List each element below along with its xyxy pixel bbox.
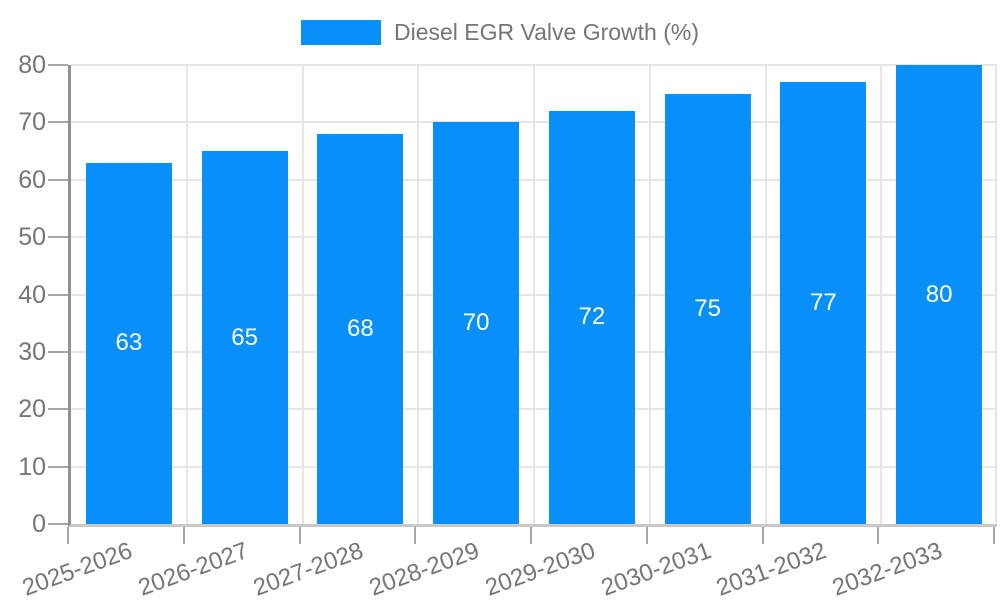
bar-value-label: 68 [347, 314, 374, 342]
bar-value-label: 70 [462, 309, 490, 337]
x-axis-tick [761, 527, 764, 544]
y-axis-tick [48, 523, 68, 525]
y-axis-tick [48, 293, 68, 296]
x-axis-tick [877, 527, 880, 544]
bar[interactable]: 77 [780, 82, 867, 524]
y-axis-tick-label: 20 [18, 395, 46, 424]
y-axis-tick-label: 40 [18, 280, 46, 309]
legend-swatch [300, 20, 381, 45]
x-axis-label: 2030-2031 [597, 537, 715, 600]
y-axis-tick-label: 50 [18, 223, 46, 252]
gridline-vertical [995, 65, 997, 524]
bar-value-label: 80 [925, 280, 953, 308]
gridline-vertical [533, 65, 535, 524]
bar-value-label: 63 [115, 329, 143, 357]
gridline-vertical [417, 65, 420, 524]
y-axis-tick [48, 64, 68, 66]
y-axis-tick [48, 236, 68, 239]
plot-area: 63 65 68 70 72 75 77 80 [68, 64, 997, 527]
x-axis-label: 2026-2027 [134, 537, 252, 600]
y-axis-tick [48, 178, 68, 181]
y-axis-tick-label: 10 [18, 452, 46, 481]
y-axis-tick-label: 80 [18, 51, 46, 79]
x-axis-tick [530, 527, 532, 544]
bar[interactable]: 65 [201, 151, 288, 524]
x-axis-label: 2027-2028 [250, 537, 368, 600]
x-axis-tick [645, 527, 648, 544]
bar-value-label: 65 [231, 323, 258, 351]
bar[interactable]: 68 [317, 133, 404, 524]
bar-value-label: 75 [694, 294, 721, 322]
bar[interactable]: 70 [433, 122, 520, 524]
x-axis-tick [993, 527, 995, 544]
x-axis-tick [182, 527, 185, 544]
gridline-vertical [880, 65, 883, 524]
x-axis-label: 2029-2030 [481, 537, 599, 600]
x-axis-label: 2032-2033 [828, 537, 947, 600]
bar-value-label: 72 [578, 303, 606, 331]
y-axis-tick [48, 408, 68, 411]
legend-label: Diesel EGR Valve Growth (%) [393, 19, 700, 45]
legend[interactable]: Diesel EGR Valve Growth (%) [0, 20, 1000, 45]
y-axis-tick-label: 0 [32, 510, 46, 538]
bar[interactable]: 80 [896, 65, 983, 524]
x-axis-tick [298, 527, 301, 544]
x-axis-label: 2031-2032 [713, 537, 831, 600]
y-axis-tick [48, 350, 68, 353]
y-axis-tick-label: 60 [18, 165, 46, 194]
y-axis-tick-label: 30 [18, 337, 46, 366]
gridline-vertical [185, 65, 188, 524]
gridline-vertical [648, 65, 651, 524]
bar[interactable]: 72 [548, 110, 635, 524]
bar[interactable]: 63 [85, 162, 172, 524]
bar-value-label: 77 [810, 289, 837, 317]
gridline-vertical [764, 65, 767, 524]
x-axis-label: 2028-2029 [365, 537, 484, 600]
y-axis-tick [48, 121, 68, 124]
x-axis-tick [67, 527, 69, 544]
x-axis-label: 2025-2026 [18, 537, 136, 600]
x-axis-tick [414, 527, 417, 544]
y-axis-tick-label: 70 [18, 108, 46, 137]
gridline-vertical [301, 65, 304, 524]
bar[interactable]: 75 [664, 93, 751, 524]
y-axis-tick [48, 465, 68, 468]
